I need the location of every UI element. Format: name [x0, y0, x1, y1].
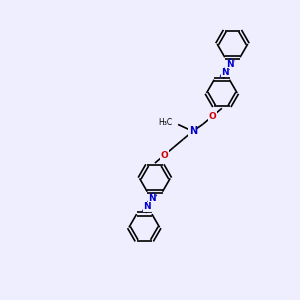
Text: O: O	[208, 112, 216, 121]
Text: N: N	[226, 60, 233, 69]
Text: N: N	[148, 194, 156, 203]
Text: N: N	[221, 68, 229, 77]
Text: N: N	[189, 126, 197, 136]
Text: H₃C: H₃C	[159, 118, 173, 127]
Text: O: O	[160, 151, 168, 160]
Text: N: N	[143, 202, 151, 211]
